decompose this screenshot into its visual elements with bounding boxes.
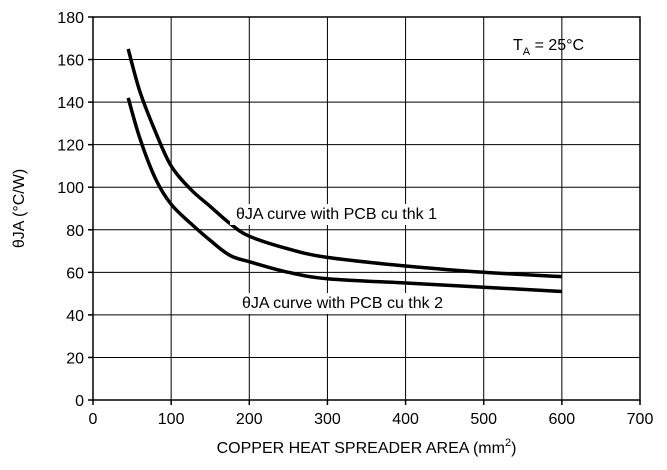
grid bbox=[93, 17, 640, 400]
y-tick-label: 140 bbox=[57, 95, 84, 112]
x-axis-title: COPPER HEAT SPREADER AREA (mm2) bbox=[217, 437, 517, 457]
x-tick-label: 300 bbox=[314, 411, 341, 428]
series-label-2: θJA curve with PCB cu thk 2 bbox=[242, 295, 443, 312]
x-tick-label: 400 bbox=[392, 411, 419, 428]
plot-frame bbox=[92, 16, 641, 401]
series-line-2 bbox=[126, 97, 562, 294]
ambient-temperature-annotation: TA = 25°C bbox=[513, 37, 584, 58]
x-tick-label: 700 bbox=[627, 411, 654, 428]
y-tick-label: 0 bbox=[75, 393, 84, 410]
y-tick-label: 20 bbox=[66, 350, 84, 367]
y-tick-label: 180 bbox=[57, 10, 84, 27]
y-tick-label: 40 bbox=[66, 308, 84, 325]
series-layer bbox=[126, 48, 562, 294]
series-line-1 bbox=[126, 48, 562, 279]
y-tick-label: 100 bbox=[57, 180, 84, 197]
series-label-2-background bbox=[236, 293, 450, 314]
y-tick-label: 160 bbox=[57, 53, 84, 70]
y-tick-label: 120 bbox=[57, 138, 84, 155]
x-tick-label: 500 bbox=[470, 411, 497, 428]
y-tick-label: 60 bbox=[66, 265, 84, 282]
x-tick-label: 600 bbox=[549, 411, 576, 428]
y-axis-title: θJA (°C/W) bbox=[11, 169, 28, 248]
x-tick-label: 200 bbox=[236, 411, 263, 428]
series-label-1: θJA curve with PCB cu thk 1 bbox=[236, 206, 437, 223]
y-tick-label: 80 bbox=[66, 223, 84, 240]
ticks: 0 100 200 300 400 500 600 700 0 20 40 60 80 100 120 140… bbox=[57, 10, 653, 428]
series-label-1-background bbox=[230, 204, 444, 225]
x-tick-label: 0 bbox=[89, 411, 98, 428]
x-tick-label: 100 bbox=[158, 411, 185, 428]
